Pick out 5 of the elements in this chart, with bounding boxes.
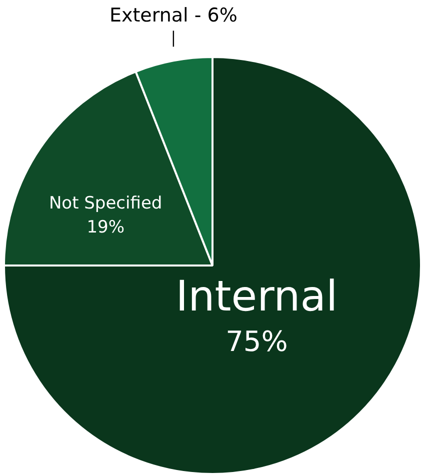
slice-label: External - 6% — [109, 4, 238, 27]
slice-label: Internal — [176, 271, 338, 320]
slice-label: Not Specified — [48, 194, 162, 214]
data-label: 75% — [226, 324, 288, 358]
data-label: 19% — [86, 218, 124, 238]
